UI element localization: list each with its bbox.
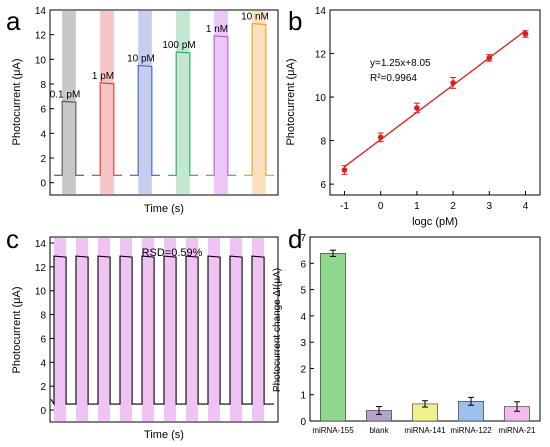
a-series-trace <box>54 100 84 176</box>
a-light-on-band <box>176 11 190 194</box>
x-axis-label-b: logc (pM) <box>412 216 458 228</box>
d-y-tick-label: 5 <box>300 286 306 297</box>
c-y-tick-label: 8 <box>40 311 46 322</box>
d-bar <box>320 252 346 422</box>
b-y-tick-label: 12 <box>315 50 327 61</box>
b-x-tick-label: -1 <box>340 201 349 212</box>
y-axis-label-a: Photocurrent (μA) <box>11 58 23 145</box>
plot-frame-c <box>49 236 279 423</box>
a-y-tick-label: 12 <box>35 31 47 42</box>
rsd-annotation: RSD=0.59% <box>142 247 203 259</box>
c-light-on-band <box>252 238 265 421</box>
b-data-point <box>486 55 493 61</box>
plot-frame-a <box>49 9 279 196</box>
c-y-tick-label: 10 <box>35 287 47 298</box>
b-data-point <box>450 80 456 86</box>
c-light-on-band <box>98 238 111 421</box>
a-y-tick-label: 6 <box>40 105 46 116</box>
x-axis-label-c: Time (s) <box>144 429 184 441</box>
c-light-on-band <box>142 238 155 421</box>
a-light-on-band <box>252 11 266 194</box>
c-y-tick-label: 4 <box>40 358 46 369</box>
d-y-tick-label: 6 <box>300 259 306 270</box>
a-series-trace <box>244 22 274 176</box>
d-category-label: miRNA-155 <box>312 426 354 435</box>
b-x-tick-label: 2 <box>450 201 456 212</box>
c-y-tick-label: 12 <box>35 263 47 274</box>
d-y-tick-label: 4 <box>300 312 306 323</box>
b-y-tick-label: 10 <box>315 93 327 104</box>
c-light-on-band <box>54 238 67 421</box>
c-light-on-band <box>186 238 199 421</box>
a-series-label: 10 nM <box>241 12 269 23</box>
b-x-tick-label: 1 <box>414 201 420 212</box>
a-y-tick-label: 2 <box>40 154 46 165</box>
c-light-on-band <box>76 238 89 421</box>
c-light-on-band <box>164 238 177 421</box>
fit-equation: y=1.25x+8.05 <box>370 58 431 69</box>
b-y-tick-label: 8 <box>320 137 326 148</box>
c-light-on-band <box>230 238 243 421</box>
d-category-label: miRNA-141 <box>404 426 446 435</box>
a-series-label: 1 pM <box>92 71 114 82</box>
a-y-tick-label: 10 <box>35 55 47 66</box>
c-stability-trace <box>50 255 274 407</box>
a-series-label: 0.1 pM <box>50 89 81 100</box>
b-data-point <box>377 134 384 141</box>
c-y-tick-label: 0 <box>40 406 46 417</box>
c-light-on-band <box>208 238 221 421</box>
y-axis-label-b: Photocurrent (μA) <box>285 58 297 145</box>
plot-frame-b <box>329 9 541 196</box>
b-fit-line <box>344 30 526 168</box>
y-axis-label-d: Photocurrent change ΔI(μA) <box>272 268 283 392</box>
c-light-on-band <box>120 238 133 421</box>
b-x-tick-label: 4 <box>523 201 529 212</box>
a-y-tick-label: 0 <box>40 179 46 190</box>
d-y-tick-label: 2 <box>300 364 306 375</box>
d-category-label: miRNA-21 <box>499 426 536 435</box>
b-data-point <box>341 167 348 173</box>
a-series-trace <box>206 35 236 176</box>
c-y-tick-label: 2 <box>40 382 46 393</box>
b-data-point <box>522 31 529 37</box>
a-light-on-band <box>214 11 228 194</box>
a-series-trace <box>130 64 160 176</box>
a-series-trace <box>92 82 122 176</box>
panel-a: 0 2 4 6 8 10 12 14 0.1 pM 1 pM 10 pM 100 pM 1 nM 10 n… <box>11 6 279 215</box>
d-category-label: blank <box>369 426 389 435</box>
a-y-tick-label: 14 <box>35 6 47 17</box>
panel-label-b: b <box>288 6 302 36</box>
panel-c: 0 2 4 6 8 10 12 14 RSD=0.59% Time (s) Photocurr… <box>11 236 279 441</box>
a-y-tick-label: 8 <box>40 80 46 91</box>
d-y-tick-label: 0 <box>300 417 306 428</box>
a-light-on-band <box>138 11 152 194</box>
panel-label-c: c <box>6 224 19 254</box>
y-axis-label-c: Photocurrent (μA) <box>11 286 23 373</box>
a-series-trace <box>168 51 198 176</box>
b-y-tick-label: 6 <box>320 180 326 191</box>
a-series-label: 1 nM <box>206 24 228 35</box>
a-light-on-band <box>100 11 114 194</box>
d-y-tick-label: 3 <box>300 338 306 349</box>
r-squared: R²=0.9964 <box>370 73 417 84</box>
c-y-tick-label: 14 <box>35 239 47 250</box>
panel-label-a: a <box>6 6 21 36</box>
x-axis-label-a: Time (s) <box>144 203 184 215</box>
a-series-label: 10 pM <box>127 54 155 65</box>
b-data-point <box>414 105 420 111</box>
panel-label-d: d <box>288 224 302 254</box>
a-y-tick-label: 4 <box>40 129 46 140</box>
b-x-tick-label: 0 <box>378 201 384 212</box>
d-y-tick-label: 1 <box>300 391 306 402</box>
a-series-label: 100 pM <box>162 40 195 51</box>
c-y-tick-label: 6 <box>40 334 46 345</box>
b-x-tick-label: 3 <box>487 201 493 212</box>
panel-d: 0 1 2 3 4 5 6 7 miRNA-155 blank miRNA-141 miRNA-122… <box>272 233 541 435</box>
a-light-on-band <box>62 11 76 194</box>
d-category-label: miRNA-122 <box>450 426 492 435</box>
d-y-tick-label: 7 <box>300 233 306 244</box>
b-y-tick-label: 14 <box>315 6 327 17</box>
